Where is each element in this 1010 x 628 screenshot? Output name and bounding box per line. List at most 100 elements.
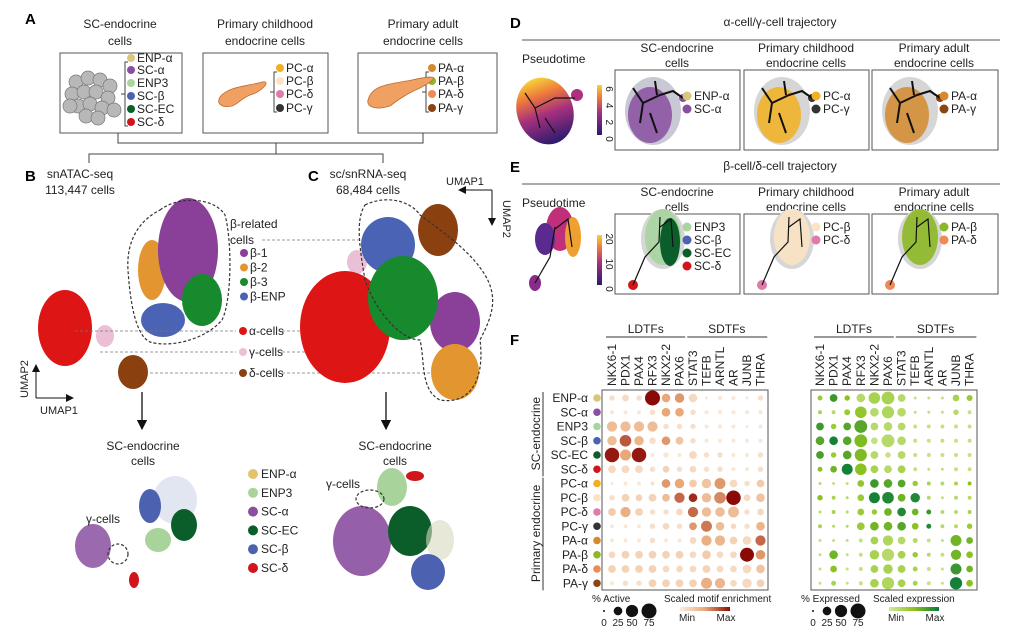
row-swatch — [593, 465, 601, 474]
dot-SC-EC-PAX6 — [885, 452, 891, 458]
trajectory-box — [614, 213, 741, 295]
dot-PA-β-STAT3 — [897, 550, 906, 559]
umap-axes-b: UMAP2 UMAP1 — [19, 360, 78, 417]
color-legend-bar — [680, 607, 730, 611]
legend-label: SC-β — [261, 542, 289, 556]
column-label: PAX4 — [632, 356, 646, 386]
row-swatch — [593, 522, 601, 531]
dot-ENP3-AR — [940, 424, 945, 429]
dot-ENP3-PAX4 — [633, 421, 645, 432]
dot-SC-δ-NKX2-2 — [870, 465, 879, 474]
trajectory-box — [743, 69, 870, 151]
dot-SC-β-PAX4 — [842, 436, 852, 446]
dot-PA-β-ARNTL — [926, 552, 931, 557]
row-label: PC-β — [560, 491, 588, 505]
dot-ENP3-TEFB — [704, 424, 709, 429]
beta-related-title: β-related — [230, 217, 278, 231]
sdtf-header: SDTFs — [917, 322, 954, 336]
legend-label: β-3 — [250, 275, 268, 289]
dot-ENP3-AR — [731, 424, 736, 429]
box-title: cells — [665, 56, 689, 70]
dot-PC-δ-RFX3 — [649, 509, 656, 515]
dot-PA-α-THRA — [966, 537, 973, 544]
dot-PC-δ-PAX4 — [845, 510, 849, 514]
dot-PC-β-TEFB — [701, 493, 712, 503]
dot-ENP3-JUNB — [745, 425, 749, 428]
dot-PA-α-NKX6-1 — [610, 538, 614, 543]
row-swatch — [593, 493, 601, 502]
dot-PA-β-AR — [940, 552, 945, 557]
cluster-delta — [418, 204, 458, 256]
dot-SC-EC-STAT3 — [689, 451, 697, 459]
legend-swatch — [811, 222, 821, 232]
dot-PC-α-AR — [940, 481, 945, 486]
legend-label: PC-γ — [823, 102, 850, 116]
dot-PC-γ-AR — [730, 523, 737, 529]
box-title: SC-endocrine — [640, 185, 714, 199]
dot-SC-α-STAT3 — [690, 409, 696, 415]
legend-label: SC-δ — [694, 259, 722, 273]
dot-SC-EC-THRA — [967, 453, 972, 457]
pseudotime-colorbar — [597, 235, 602, 285]
dot-PA-β-RFX3 — [858, 552, 863, 557]
dot-PA-γ-JUNB — [742, 578, 752, 588]
dot-PA-α-RFX3 — [858, 538, 863, 543]
dot-PC-β-JUNB — [954, 495, 958, 500]
legend-swatch — [240, 278, 248, 286]
box-title: Primary childhood — [758, 41, 854, 55]
dot-SC-δ-AR — [731, 467, 736, 472]
dot-PA-β-NKX6-1 — [608, 551, 616, 559]
trajectory-line — [889, 80, 941, 134]
dot-SC-EC-PDX1 — [620, 449, 631, 461]
size-legend-tick: 75 — [643, 618, 655, 628]
legend-label: PC-α — [286, 61, 314, 75]
dot-PC-γ-STAT3 — [897, 521, 906, 531]
dot-SC-δ-THRA — [967, 467, 972, 472]
legend-label: PA-δ — [438, 87, 464, 101]
panel-label: C — [308, 168, 319, 185]
dot-ENP3-NKX6-1 — [606, 421, 618, 432]
dot-ENP-α-PAX4 — [636, 395, 642, 401]
embedding-cells — [774, 209, 810, 265]
dot-PC-β-THRA — [967, 495, 972, 500]
legend-label: α-cells — [249, 324, 284, 338]
dot-SC-δ-RFX3 — [649, 466, 656, 472]
legend-swatch — [240, 249, 248, 257]
dot-PC-β-PAX4 — [845, 496, 849, 500]
dot-PA-α-JUNB — [950, 535, 962, 546]
gamma-outline — [107, 543, 129, 565]
dot-PA-α-AR — [729, 536, 738, 545]
dot-SC-δ-ARNTL — [927, 467, 931, 471]
dot-PC-β-ARNTL — [926, 495, 931, 500]
dot-ENP3-STAT3 — [690, 423, 696, 430]
dot-PC-α-PAX6 — [674, 478, 685, 489]
dot-SC-β-ARNTL — [718, 438, 722, 443]
dot-SC-β-AR — [940, 438, 945, 443]
cluster-alpha — [38, 290, 92, 366]
dot-PA-β-NKX2-2 — [662, 550, 670, 559]
cell-sphere — [90, 110, 106, 126]
dot-ENP-α-ARNTL — [718, 396, 722, 400]
legend-swatch — [239, 369, 247, 377]
sample-box — [59, 52, 183, 134]
dot-ENP-α-JUNB — [952, 394, 960, 402]
dot-SC-δ-NKX6-1 — [608, 465, 616, 474]
column-label: PAX6 — [673, 356, 687, 386]
trajectory-line — [889, 216, 931, 286]
cell-sphere — [102, 78, 118, 94]
dot-PC-β-RFX3 — [857, 494, 865, 502]
dot-PC-β-ARNTL — [714, 491, 726, 504]
colorbar-tick: 0 — [603, 286, 614, 292]
bc-legend: β-related cells β-1β-2β-3β-ENP α-cells γ-c… — [75, 217, 430, 380]
dot-PC-β-TEFB — [910, 493, 920, 503]
dot-PA-δ-RFX3 — [648, 565, 657, 573]
size-legend-dot — [625, 604, 639, 618]
dot-SC-α-TEFB — [704, 410, 709, 415]
dot-PA-β-PDX1 — [621, 550, 630, 559]
dot-SC-δ-PAX4 — [635, 465, 643, 474]
legend-label: ENP-α — [694, 89, 730, 103]
dot-PC-α-NKX6-1 — [610, 482, 614, 485]
legend-label: ENP3 — [261, 486, 293, 500]
dot-PC-δ-PAX6 — [676, 508, 683, 516]
dot-PC-δ-JUNB — [954, 510, 958, 514]
